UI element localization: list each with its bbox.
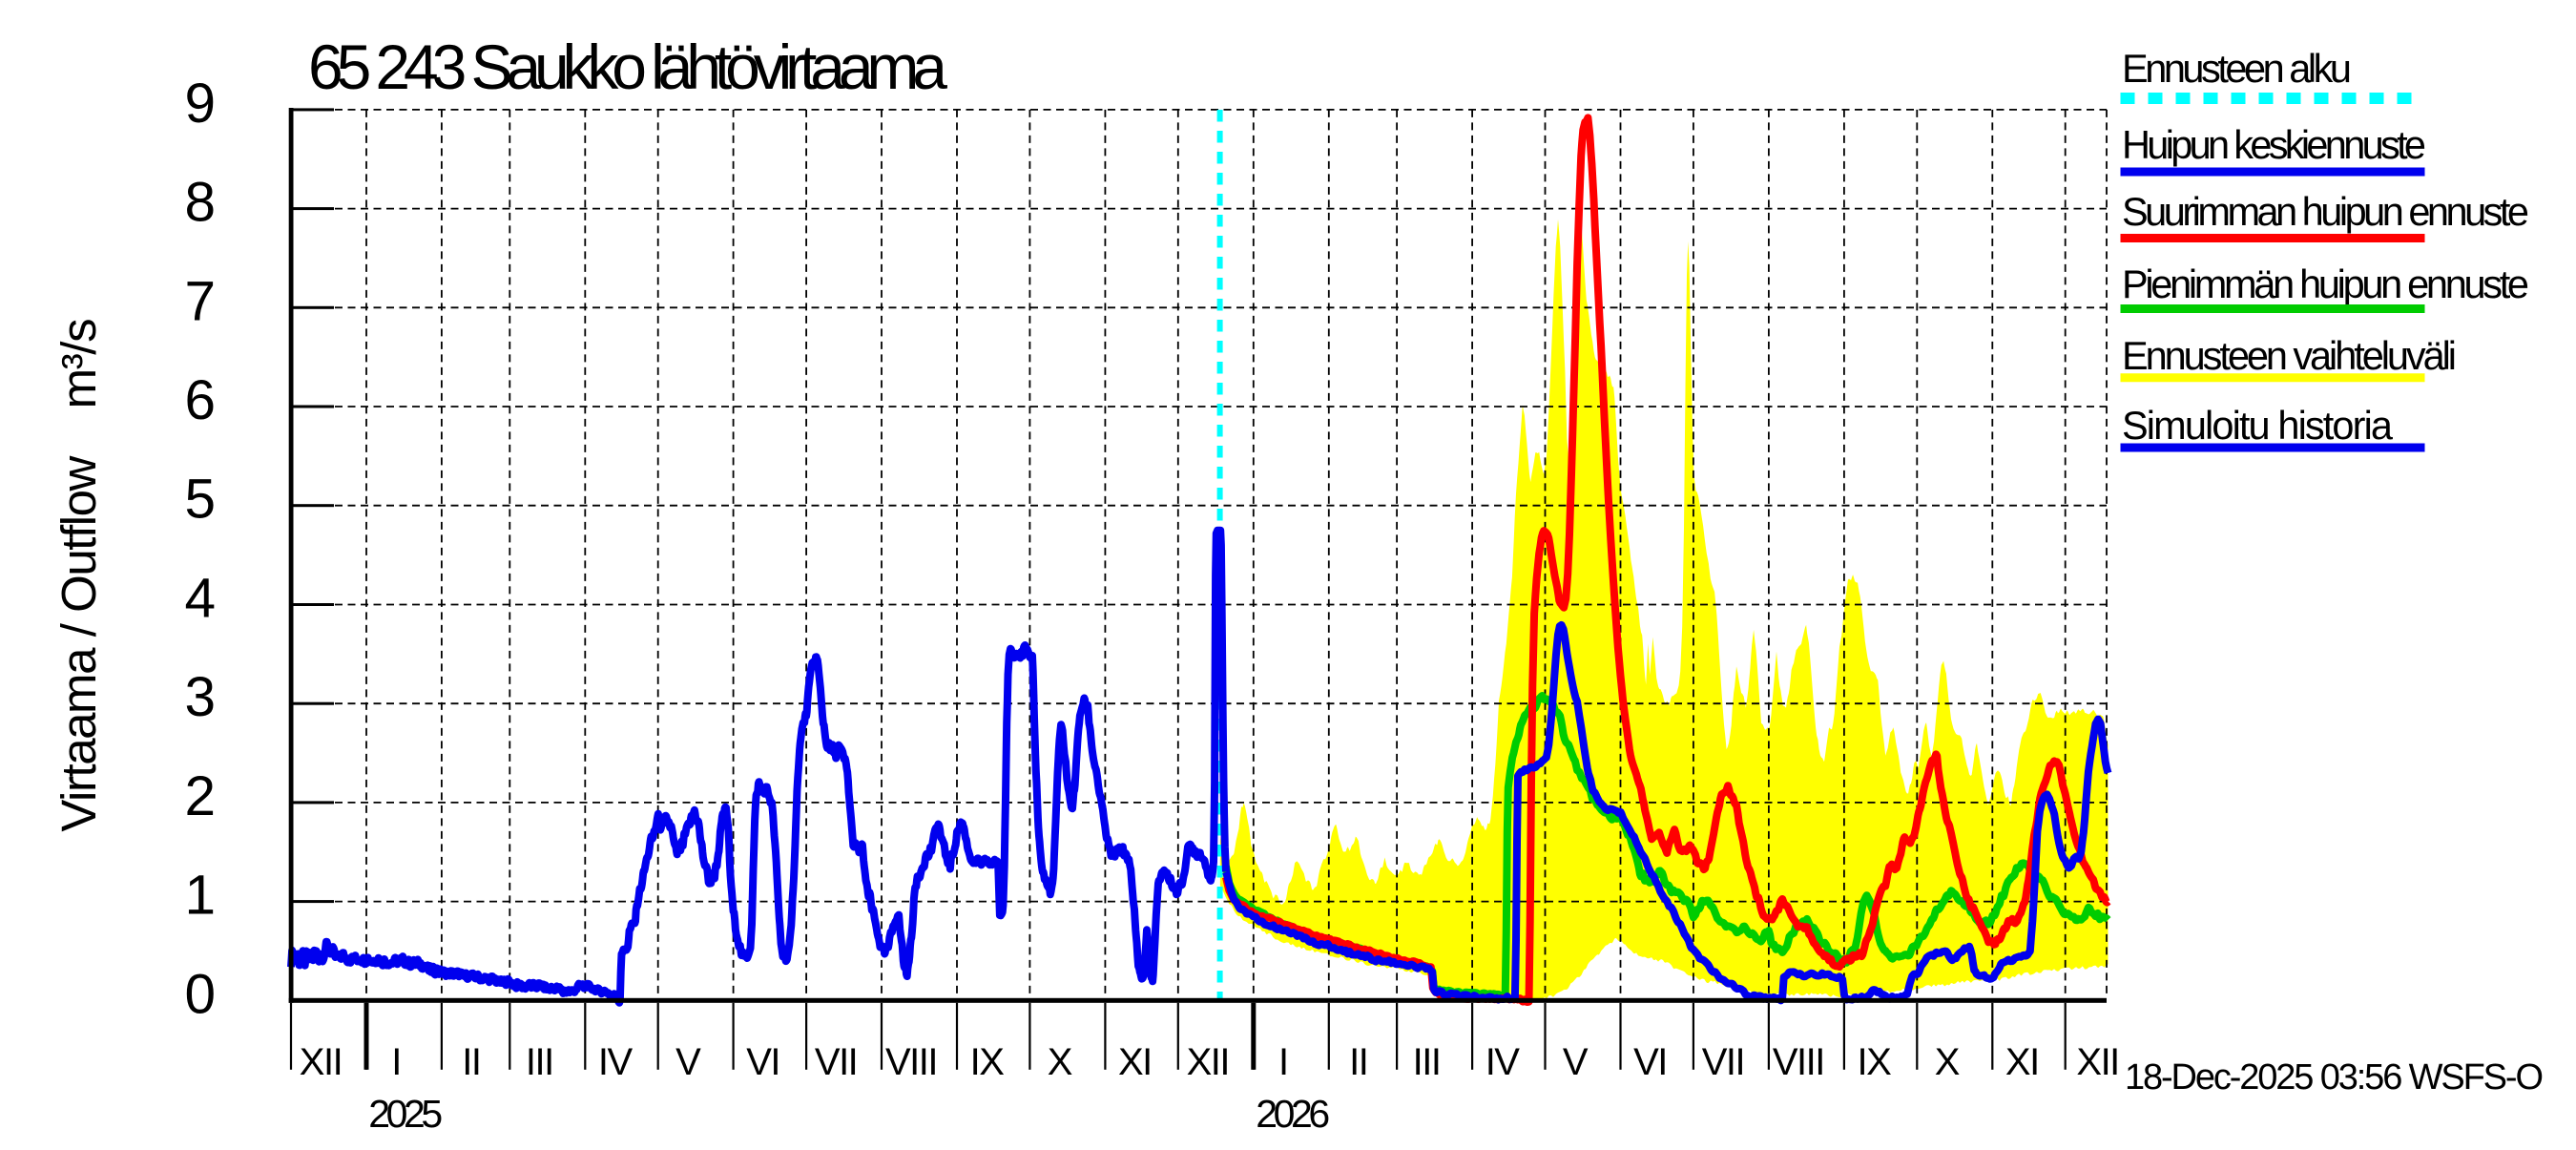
svg-text:VII: VII (815, 1041, 857, 1083)
svg-text:II: II (462, 1041, 480, 1083)
svg-text:2026: 2026 (1256, 1092, 1330, 1136)
svg-text:Pienimmän huipun ennuste: Pienimmän huipun ennuste (2122, 261, 2529, 306)
svg-text:8: 8 (184, 172, 216, 234)
svg-text:IX: IX (1858, 1041, 1892, 1083)
svg-text:IV: IV (1485, 1041, 1521, 1083)
svg-text:Ennusteen vaihteluväli: Ennusteen vaihteluväli (2122, 333, 2457, 378)
svg-text:65 243 Saukko lähtövirtaama: 65 243 Saukko lähtövirtaama (308, 31, 947, 102)
svg-text:5: 5 (184, 469, 216, 531)
svg-text:VII: VII (1702, 1041, 1744, 1083)
svg-text:2025: 2025 (368, 1092, 443, 1136)
svg-text:18-Dec-2025 03:56 WSFS-O: 18-Dec-2025 03:56 WSFS-O (2125, 1057, 2544, 1098)
svg-text:Suurimman huipun ennuste: Suurimman huipun ennuste (2122, 189, 2529, 234)
svg-text:XII: XII (300, 1041, 342, 1083)
svg-text:V: V (1563, 1041, 1589, 1083)
svg-text:XII: XII (1187, 1041, 1229, 1083)
svg-text:7: 7 (184, 270, 216, 332)
svg-text:1: 1 (184, 865, 216, 927)
svg-text:III: III (526, 1041, 553, 1083)
svg-text:0: 0 (184, 963, 216, 1025)
svg-text:II: II (1349, 1041, 1367, 1083)
svg-text:VI: VI (1633, 1041, 1667, 1083)
svg-text:m³/s: m³/s (52, 318, 106, 408)
svg-text:Ennusteen alku: Ennusteen alku (2122, 46, 2352, 91)
svg-text:9: 9 (184, 73, 216, 135)
svg-text:V: V (675, 1041, 701, 1083)
svg-text:XII: XII (2076, 1041, 2118, 1083)
svg-text:Huipun keskiennuste: Huipun keskiennuste (2122, 122, 2426, 167)
svg-text:4: 4 (184, 567, 216, 629)
svg-text:I: I (391, 1041, 401, 1083)
svg-text:6: 6 (184, 369, 216, 431)
svg-text:VIII: VIII (885, 1041, 937, 1083)
svg-text:IX: IX (970, 1041, 1005, 1083)
svg-text:IV: IV (598, 1041, 634, 1083)
svg-text:XI: XI (1118, 1041, 1152, 1083)
svg-text:X: X (1048, 1041, 1072, 1083)
svg-text:VI: VI (746, 1041, 779, 1083)
svg-text:2: 2 (184, 765, 216, 827)
svg-text:XI: XI (2005, 1041, 2039, 1083)
svg-text:Virtaama / Outflow: Virtaama / Outflow (52, 455, 106, 831)
svg-text:X: X (1935, 1041, 1960, 1083)
svg-text:I: I (1278, 1041, 1288, 1083)
svg-text:VIII: VIII (1773, 1041, 1824, 1083)
svg-text:Simuloitu historia: Simuloitu historia (2122, 403, 2394, 448)
svg-text:III: III (1413, 1041, 1441, 1083)
svg-text:3: 3 (184, 666, 216, 728)
